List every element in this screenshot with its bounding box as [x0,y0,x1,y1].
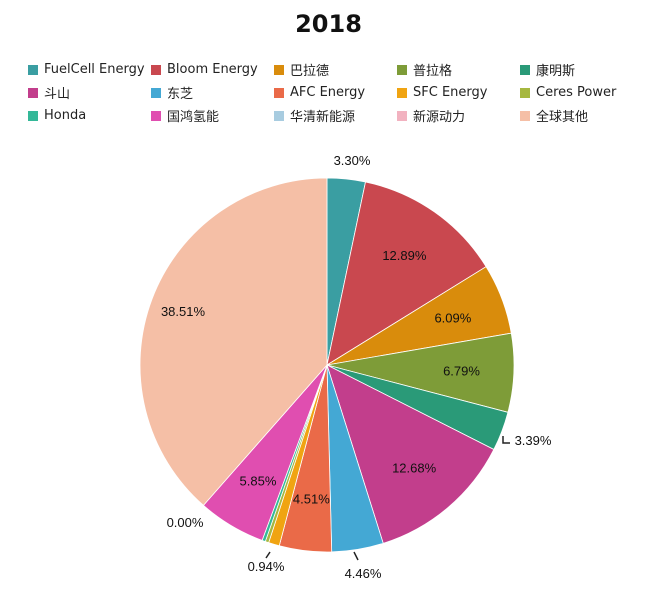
pie-slice [326,364,495,544]
legend-item: Bloom Energy [151,60,274,79]
legend-swatch [397,110,407,121]
legend-swatch [520,110,530,121]
data-label: 38.51% [161,304,206,319]
data-label: 4.51% [293,492,330,507]
legend-label: 斗山 [44,87,71,102]
legend-item: 康明斯 [520,60,643,79]
legend-swatch [151,110,161,121]
legend-label: Ceres Power [536,85,617,100]
legend-swatch [274,87,284,98]
legend-item: 普拉格 [397,60,520,79]
legend-swatch [151,87,161,98]
data-label: 3.39% [515,433,552,448]
legend-item: 斗山 [28,83,151,102]
data-label: 12.68% [392,461,437,476]
leader-line [502,436,510,444]
legend-swatch [397,87,407,98]
legend-item: 东芝 [151,83,274,102]
data-label: 0.94% [248,559,285,574]
legend-label: 康明斯 [536,64,576,79]
legend-swatch [520,64,530,75]
legend-label: 华清新能源 [290,110,356,125]
data-label: 4.46% [345,566,382,581]
chart-title: 2018 [295,10,362,38]
legend-swatch [274,64,284,75]
legend-item: 国鸿氢能 [151,106,274,125]
legend-swatch [28,110,38,121]
legend-label: FuelCell Energy [44,62,145,77]
legend-item: 新源动力 [397,106,520,125]
data-label: 5.85% [240,474,277,489]
legend-item: AFC Energy [274,83,397,102]
legend-label: SFC Energy [413,85,488,100]
leader-line [265,551,271,559]
pie-slice [139,177,328,506]
legend-item: SFC Energy [397,83,520,102]
legend-item: Ceres Power [520,83,643,102]
legend-item: Honda [28,106,151,125]
legend: FuelCell Energy Bloom Energy 巴拉德 普拉格 康明斯斗山 东芝… [28,60,648,125]
legend-item: FuelCell Energy [28,60,151,79]
legend-swatch [520,87,530,98]
legend-swatch [274,110,284,121]
legend-label: 巴拉德 [290,64,330,79]
legend-label: 全球其他 [536,110,589,125]
legend-label: AFC Energy [290,85,366,100]
data-label: 0.00% [167,515,204,530]
data-label: 6.09% [434,310,471,325]
legend-label: 国鸿氢能 [167,110,220,125]
leader-line [353,551,359,561]
legend-item: 全球其他 [520,106,643,125]
legend-label: Honda [44,108,87,123]
legend-label: 东芝 [167,87,194,102]
data-label: 6.79% [443,364,480,379]
legend-label: 普拉格 [413,64,453,79]
legend-swatch [28,64,38,75]
legend-label: Bloom Energy [167,62,258,77]
legend-swatch [397,64,407,75]
legend-swatch [151,64,161,75]
legend-label: 新源动力 [413,110,466,125]
legend-item: 巴拉德 [274,60,397,79]
pie-slice [326,181,487,366]
data-label: 3.30% [334,153,371,168]
data-label: 12.89% [382,248,427,263]
legend-item: 华清新能源 [274,106,397,125]
legend-swatch [28,87,38,98]
